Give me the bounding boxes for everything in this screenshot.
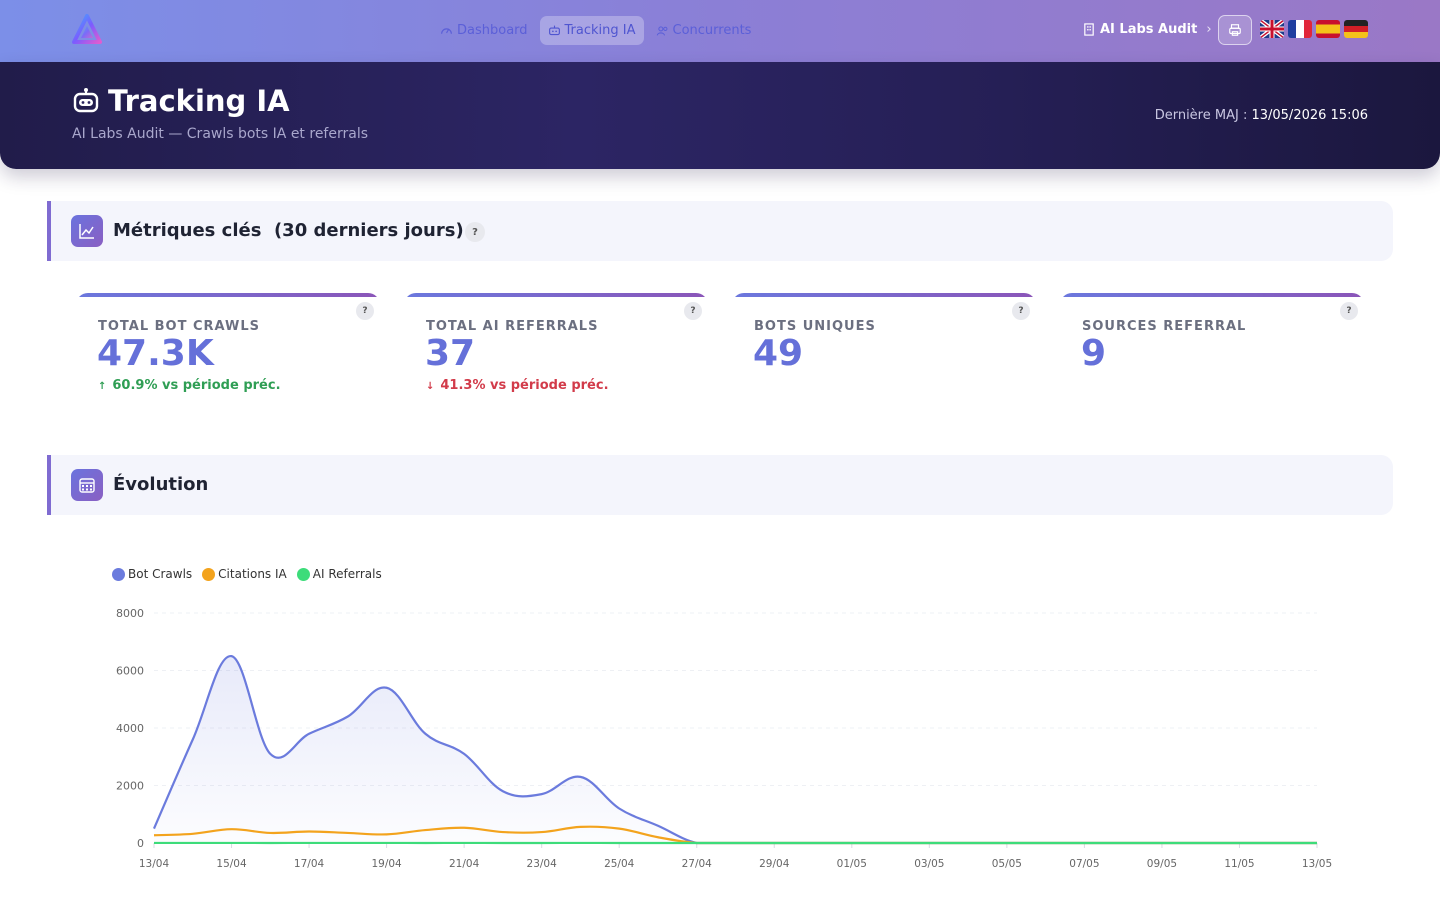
legend-dot [112, 567, 125, 581]
page-subtitle: AI Labs Audit — Crawls bots IA et referr… [72, 126, 369, 142]
x-tick-label: 11/05 [1224, 858, 1254, 870]
metric-delta-text: 41.3% vs période préc. [440, 378, 609, 393]
printer-icon [1229, 24, 1241, 36]
legend-item-referrals[interactable]: AI Referrals [296, 567, 382, 581]
evolution-section-title: Évolution [113, 474, 209, 495]
legend-label: Bot Crawls [128, 567, 193, 581]
chevron-right-icon: › [1206, 22, 1212, 37]
nav-concurrents-label: Concurrents [672, 23, 752, 38]
gb-flag-icon[interactable] [1260, 20, 1284, 38]
help-icon[interactable]: ? [1340, 302, 1358, 320]
breadcrumb-label: AI Labs Audit [1100, 22, 1198, 37]
metric-delta-text: 60.9% vs période préc. [112, 378, 281, 393]
x-tick-label: 17/04 [294, 858, 325, 870]
x-tick-label: 03/05 [914, 858, 944, 870]
last-update: Dernière MAJ : 13/05/2026 15:06 [1155, 108, 1368, 123]
x-tick-label: 05/05 [992, 858, 1022, 870]
y-tick-label: 2000 [116, 780, 144, 793]
nav-concurrents-link[interactable]: Concurrents [648, 16, 760, 45]
x-tick-label: 13/05 [1302, 858, 1332, 870]
robot-icon [548, 25, 560, 36]
chart-legend: Bot Crawls Citations IA AI Referrals [112, 567, 382, 581]
hero-banner [0, 62, 1440, 169]
fr-flag-icon[interactable] [1288, 20, 1312, 38]
x-tick-label: 09/05 [1147, 858, 1177, 870]
legend-label: AI Referrals [312, 567, 382, 581]
x-tick-label: 27/04 [682, 858, 713, 870]
metric-delta: ↑ 60.9% vs période préc. [98, 378, 281, 393]
metric-label: BOTS UNIQUES [754, 319, 876, 334]
last-update-value: 13/05/2026 15:06 [1251, 108, 1368, 123]
print-button[interactable] [1218, 15, 1252, 45]
metrics-section-title: Métriques clés (30 derniers jours) [113, 220, 464, 241]
top-navbar: Dashboard Tracking IA Concurrents AI Lab… [0, 0, 1440, 62]
series-area-bot-crawls [154, 656, 1317, 843]
nav-dashboard-label: Dashboard [457, 23, 528, 38]
y-tick-label: 6000 [116, 665, 144, 678]
robot-icon [73, 88, 99, 113]
es-flag-icon[interactable] [1316, 20, 1340, 38]
evolution-chart: 0 2000 4000 6000 8000 13/04 15/04 17/04 19/04 21/… [116, 607, 1332, 870]
x-tick-label: 23/04 [527, 858, 558, 870]
breadcrumb[interactable]: AI Labs Audit › [1083, 22, 1212, 37]
arrow-down-icon: ↓ [426, 381, 435, 392]
x-tick-label: 07/05 [1069, 858, 1099, 870]
metric-card-unique-bots: ? BOTS UNIQUES 49 [732, 293, 1036, 413]
x-tick-label: 13/04 [139, 858, 170, 870]
logo-icon[interactable] [72, 14, 102, 46]
legend-dot [296, 567, 310, 581]
building-icon [1084, 23, 1094, 36]
x-tick-label: 19/04 [371, 858, 402, 870]
legend-item-bot-crawls[interactable]: Bot Crawls [112, 567, 192, 581]
metric-value: 47.3K [97, 333, 214, 374]
nav-dashboard-link[interactable]: Dashboard [432, 16, 536, 45]
metric-value: 49 [753, 333, 804, 374]
nav-tracking-label: Tracking IA [564, 23, 636, 38]
metric-card-referral-sources: ? SOURCES REFERRAL 9 [1060, 293, 1364, 413]
legend-dot [202, 567, 216, 581]
nav-tracking-link[interactable]: Tracking IA [539, 16, 644, 45]
last-update-label: Dernière MAJ : [1154, 108, 1248, 123]
x-tick-label: 01/05 [837, 858, 867, 870]
x-tick-label: 25/04 [604, 858, 635, 870]
y-tick-label: 4000 [116, 722, 144, 735]
legend-item-citations[interactable]: Citations IA [202, 567, 287, 581]
metrics-section-header: Métriques clés (30 derniers jours) ? [47, 201, 1393, 261]
x-tick-label: 29/04 [759, 858, 790, 870]
de-flag-icon[interactable] [1344, 20, 1368, 38]
arrow-up-icon: ↑ [98, 381, 107, 392]
help-icon[interactable]: ? [356, 302, 374, 320]
page-title: Tracking IA [72, 84, 290, 118]
calendar-icon [71, 469, 103, 501]
metric-card-ai-referrals: ? TOTAL AI REFERRALS 37 ↓ 41.3% vs périod… [404, 293, 708, 413]
help-icon[interactable]: ? [684, 302, 702, 320]
metric-value: 37 [425, 333, 476, 374]
users-icon [656, 26, 667, 36]
gauge-icon [441, 28, 452, 34]
metric-value: 9 [1081, 333, 1107, 374]
x-tick-label: 21/04 [449, 858, 480, 870]
help-icon[interactable]: ? [1012, 302, 1030, 320]
metric-label: TOTAL BOT CRAWLS [98, 319, 261, 334]
metric-label: TOTAL AI REFERRALS [426, 319, 599, 334]
page-title-text: Tracking IA [108, 84, 290, 118]
x-tick-label: 15/04 [216, 858, 247, 870]
metric-delta: ↓ 41.3% vs période préc. [426, 378, 609, 393]
legend-label: Citations IA [218, 567, 287, 581]
y-tick-label: 8000 [116, 607, 144, 620]
help-icon[interactable]: ? [465, 222, 485, 242]
evolution-section-header: Évolution [47, 455, 1393, 515]
y-tick-label: 0 [137, 837, 144, 850]
metric-card-bot-crawls: ? TOTAL BOT CRAWLS 47.3K ↑ 60.9% vs pério… [76, 293, 380, 413]
line-chart-icon [71, 215, 103, 247]
metric-label: SOURCES REFERRAL [1082, 319, 1247, 334]
